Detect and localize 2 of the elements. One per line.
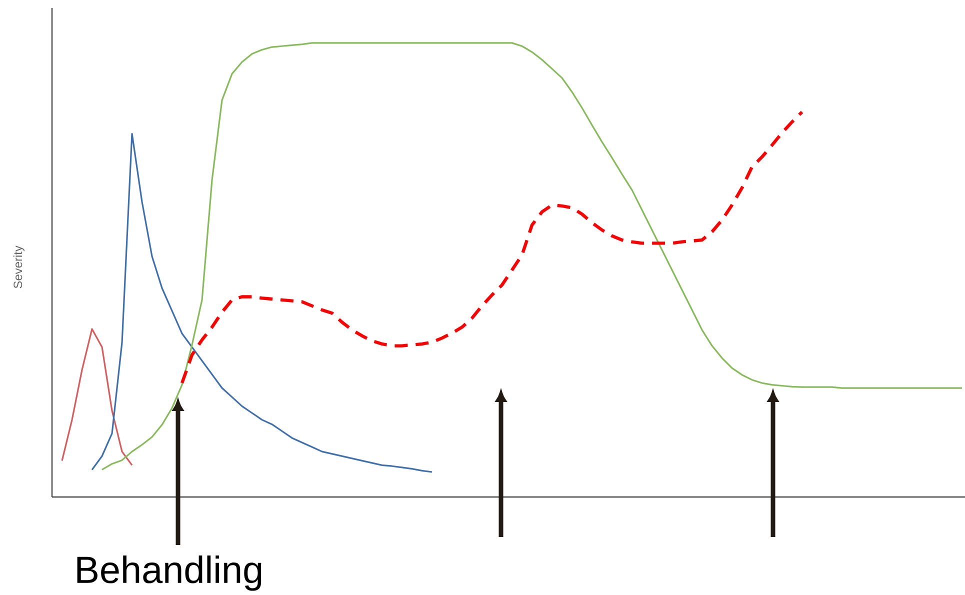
y-axis-title: Severity	[13, 246, 24, 288]
text: Behandling	[77, 555, 262, 591]
